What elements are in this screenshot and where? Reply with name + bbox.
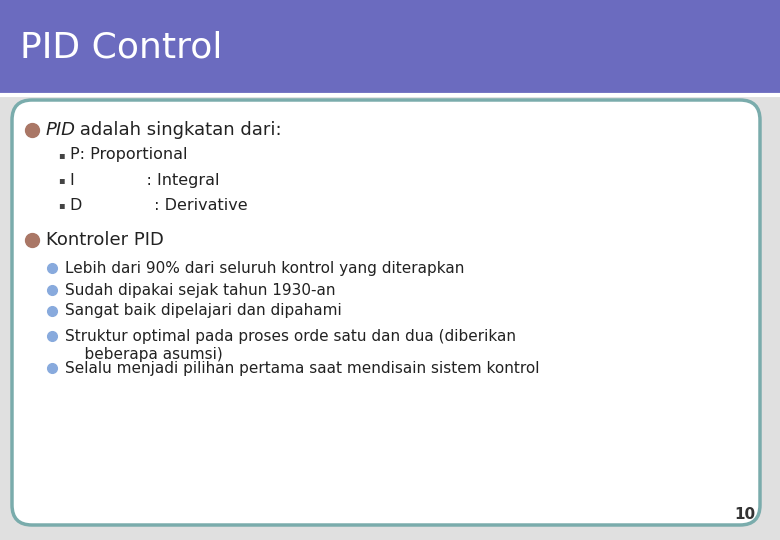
Text: ▪: ▪ [58, 175, 65, 185]
Text: adalah singkatan dari:: adalah singkatan dari: [74, 121, 282, 139]
Text: Struktur optimal pada proses orde satu dan dua (diberikan: Struktur optimal pada proses orde satu d… [65, 328, 516, 343]
Text: Kontroler PID: Kontroler PID [46, 231, 164, 249]
Text: ▪: ▪ [58, 150, 65, 160]
Text: Sangat baik dipelajari dan dipahami: Sangat baik dipelajari dan dipahami [65, 303, 342, 319]
Text: D              : Derivative: D : Derivative [70, 198, 247, 213]
Text: beberapa asumsi): beberapa asumsi) [65, 347, 223, 361]
Text: ▪: ▪ [58, 200, 65, 210]
FancyBboxPatch shape [12, 100, 760, 525]
Text: Sudah dipakai sejak tahun 1930-an: Sudah dipakai sejak tahun 1930-an [65, 282, 335, 298]
FancyBboxPatch shape [0, 0, 780, 95]
Text: P: Proportional: P: Proportional [70, 147, 187, 163]
Text: I              : Integral: I : Integral [70, 172, 219, 187]
Text: Lebih dari 90% dari seluruh kontrol yang diterapkan: Lebih dari 90% dari seluruh kontrol yang… [65, 260, 464, 275]
Text: 10: 10 [734, 507, 755, 522]
Text: PID: PID [46, 121, 76, 139]
Text: PID Control: PID Control [20, 30, 222, 64]
Text: Selalu menjadi pilihan pertama saat mendisain sistem kontrol: Selalu menjadi pilihan pertama saat mend… [65, 361, 540, 375]
